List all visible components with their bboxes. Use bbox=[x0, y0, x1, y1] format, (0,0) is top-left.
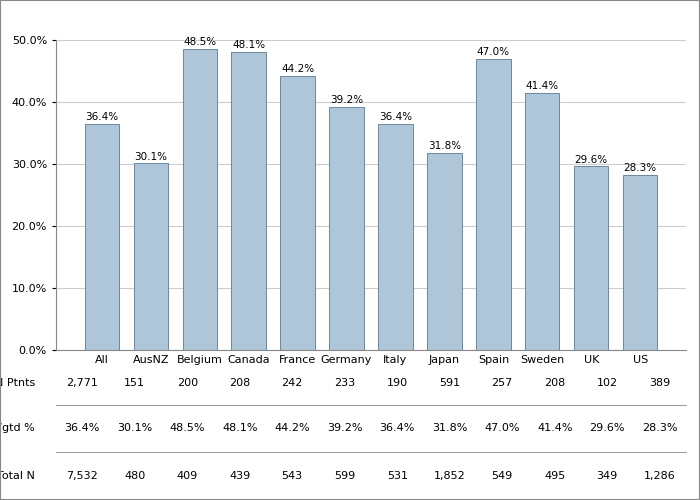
Text: 1,286: 1,286 bbox=[644, 471, 676, 481]
Text: 30.1%: 30.1% bbox=[134, 152, 167, 162]
Text: 151: 151 bbox=[125, 378, 146, 388]
Text: 439: 439 bbox=[229, 471, 251, 481]
Text: 480: 480 bbox=[124, 471, 146, 481]
Text: 29.6%: 29.6% bbox=[589, 423, 625, 433]
Text: 28.3%: 28.3% bbox=[642, 423, 678, 433]
Text: 44.2%: 44.2% bbox=[281, 64, 314, 74]
Text: 48.1%: 48.1% bbox=[232, 40, 265, 50]
Bar bbox=[378, 124, 412, 350]
Text: 599: 599 bbox=[334, 471, 356, 481]
Text: 208: 208 bbox=[544, 378, 566, 388]
Text: 41.4%: 41.4% bbox=[526, 82, 559, 92]
Text: Total N: Total N bbox=[0, 471, 35, 481]
Text: 44.2%: 44.2% bbox=[274, 423, 310, 433]
Text: 48.1%: 48.1% bbox=[222, 423, 258, 433]
Text: 28.3%: 28.3% bbox=[624, 162, 657, 172]
Text: 389: 389 bbox=[649, 378, 671, 388]
Text: 48.5%: 48.5% bbox=[169, 423, 205, 433]
Text: 36.4%: 36.4% bbox=[379, 423, 415, 433]
Text: 36.4%: 36.4% bbox=[85, 112, 118, 122]
Bar bbox=[134, 164, 168, 350]
Bar bbox=[427, 153, 461, 350]
Bar bbox=[85, 124, 119, 350]
Bar bbox=[623, 174, 657, 350]
Text: N Ptnts: N Ptnts bbox=[0, 378, 35, 388]
Text: 208: 208 bbox=[229, 378, 251, 388]
Text: 30.1%: 30.1% bbox=[117, 423, 153, 433]
Text: 31.8%: 31.8% bbox=[432, 423, 468, 433]
Bar bbox=[183, 50, 217, 350]
Text: 257: 257 bbox=[491, 378, 513, 388]
Text: 39.2%: 39.2% bbox=[327, 423, 363, 433]
Text: 31.8%: 31.8% bbox=[428, 141, 461, 151]
Bar bbox=[525, 94, 559, 350]
Bar bbox=[476, 58, 510, 350]
Text: 591: 591 bbox=[439, 378, 461, 388]
Text: 29.6%: 29.6% bbox=[575, 154, 608, 164]
Text: 48.5%: 48.5% bbox=[183, 38, 216, 48]
Text: 242: 242 bbox=[281, 378, 303, 388]
Text: 543: 543 bbox=[281, 471, 303, 481]
Text: 102: 102 bbox=[596, 378, 618, 388]
Text: 36.4%: 36.4% bbox=[379, 112, 412, 122]
Text: 7,532: 7,532 bbox=[66, 471, 98, 481]
Text: 409: 409 bbox=[176, 471, 198, 481]
Text: 531: 531 bbox=[386, 471, 407, 481]
Text: 549: 549 bbox=[491, 471, 513, 481]
Text: 200: 200 bbox=[176, 378, 198, 388]
Text: 2,771: 2,771 bbox=[66, 378, 98, 388]
Text: 39.2%: 39.2% bbox=[330, 95, 363, 105]
Text: 36.4%: 36.4% bbox=[64, 423, 100, 433]
Text: 47.0%: 47.0% bbox=[484, 423, 520, 433]
Text: 1,852: 1,852 bbox=[434, 471, 466, 481]
Text: Wgtd %: Wgtd % bbox=[0, 423, 35, 433]
Bar bbox=[330, 107, 364, 350]
Bar bbox=[281, 76, 315, 350]
Text: 190: 190 bbox=[386, 378, 408, 388]
Text: 233: 233 bbox=[334, 378, 356, 388]
Bar bbox=[574, 166, 608, 350]
Bar bbox=[232, 52, 266, 350]
Text: 495: 495 bbox=[544, 471, 566, 481]
Text: 47.0%: 47.0% bbox=[477, 46, 510, 56]
Text: 349: 349 bbox=[596, 471, 618, 481]
Text: 41.4%: 41.4% bbox=[537, 423, 573, 433]
